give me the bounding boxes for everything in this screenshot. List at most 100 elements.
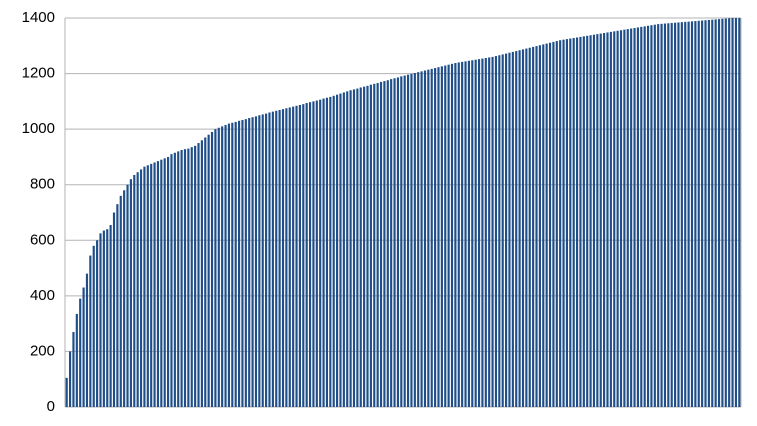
bar (92, 245, 95, 407)
bar (173, 152, 176, 407)
bar (79, 298, 82, 407)
bar (701, 20, 704, 408)
bar (254, 116, 258, 408)
bar (336, 94, 339, 407)
y-tick-label: 200 (30, 342, 55, 359)
bar (119, 195, 122, 407)
bar (640, 26, 643, 408)
bar (582, 36, 585, 408)
bar (133, 174, 136, 407)
bar (167, 156, 170, 407)
bar (535, 46, 538, 408)
bar (569, 38, 572, 407)
bar (559, 40, 562, 407)
bar (369, 84, 372, 407)
bar (308, 102, 312, 408)
bar (319, 99, 322, 407)
bar (508, 52, 511, 407)
bar (139, 169, 143, 407)
bar (363, 86, 366, 408)
bar (180, 149, 183, 407)
bar (200, 140, 203, 407)
bar (653, 24, 656, 407)
bar (413, 73, 416, 407)
bar (434, 68, 437, 407)
bar (383, 81, 386, 407)
bar (217, 127, 220, 407)
bar (704, 20, 707, 407)
bar (636, 27, 639, 407)
bar (82, 287, 85, 407)
bar (160, 159, 163, 407)
bar (68, 351, 72, 407)
bar (221, 126, 224, 407)
bar (332, 95, 335, 408)
bar (477, 59, 481, 407)
bar (295, 105, 298, 407)
bar (447, 64, 450, 408)
bar (210, 131, 214, 407)
bar (379, 81, 383, 408)
bar (444, 65, 447, 407)
bar (99, 233, 102, 407)
bar (484, 58, 487, 408)
bar (626, 29, 629, 407)
bar (660, 23, 663, 408)
bar (237, 120, 241, 408)
bar (677, 22, 680, 408)
bar (417, 72, 420, 408)
bar (106, 229, 109, 407)
bar (697, 20, 700, 408)
bar (538, 45, 541, 407)
bar (663, 23, 667, 408)
bar (396, 77, 400, 407)
bar (146, 165, 149, 407)
bar (346, 91, 349, 408)
bar (410, 73, 413, 407)
bar (714, 19, 717, 408)
bar (437, 67, 440, 407)
bar (525, 48, 528, 408)
bar (258, 115, 261, 407)
y-tick-label: 0 (47, 398, 55, 415)
bar (271, 111, 274, 408)
bar (471, 60, 474, 408)
bar (265, 113, 268, 407)
bar (234, 121, 237, 407)
bar (288, 107, 291, 407)
bar (102, 230, 105, 407)
bar (694, 21, 697, 408)
bar (116, 204, 119, 407)
bar (89, 255, 92, 407)
y-tick-label: 1000 (22, 120, 55, 137)
bar (603, 33, 606, 408)
bar (420, 71, 423, 407)
bar (244, 119, 247, 407)
bar (684, 21, 687, 407)
bar (376, 83, 379, 408)
bar (72, 331, 75, 407)
bar (440, 66, 443, 408)
bar (630, 28, 633, 408)
bar (734, 18, 738, 407)
bar (136, 172, 139, 407)
bar (386, 80, 389, 408)
bar (586, 35, 589, 407)
bar (670, 23, 673, 407)
bar (126, 184, 129, 407)
bar (454, 63, 457, 408)
bar (268, 112, 271, 407)
bar (521, 49, 525, 407)
bar (488, 57, 491, 407)
bar (112, 212, 116, 407)
bar (305, 103, 308, 407)
bar (481, 58, 484, 408)
bar (643, 26, 646, 407)
bar (721, 18, 724, 408)
y-tick-label: 1400 (22, 9, 55, 26)
bar (674, 22, 677, 407)
bar (248, 118, 251, 408)
bar (75, 313, 78, 407)
bar (109, 225, 112, 407)
bar (619, 30, 623, 408)
